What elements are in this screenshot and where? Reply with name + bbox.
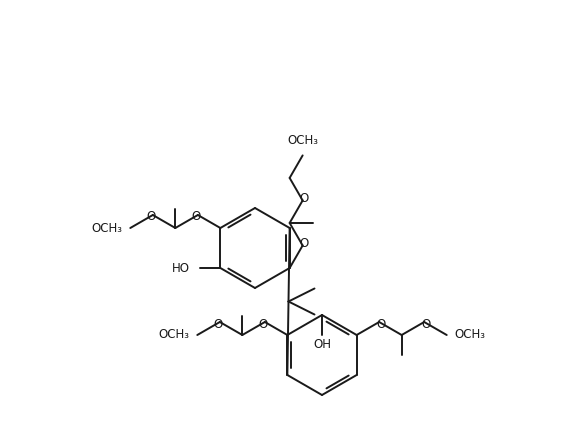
Text: O: O (258, 318, 268, 330)
Text: OCH₃: OCH₃ (455, 328, 486, 342)
Text: O: O (146, 210, 156, 223)
Text: O: O (213, 318, 223, 330)
Text: O: O (299, 192, 309, 205)
Text: OCH₃: OCH₃ (287, 134, 318, 147)
Text: OH: OH (313, 339, 331, 352)
Text: OCH₃: OCH₃ (158, 328, 189, 342)
Text: O: O (299, 237, 309, 250)
Text: O: O (422, 318, 431, 330)
Text: O: O (377, 318, 386, 330)
Text: O: O (191, 210, 201, 223)
Text: OCH₃: OCH₃ (91, 222, 123, 235)
Text: HO: HO (173, 261, 191, 274)
